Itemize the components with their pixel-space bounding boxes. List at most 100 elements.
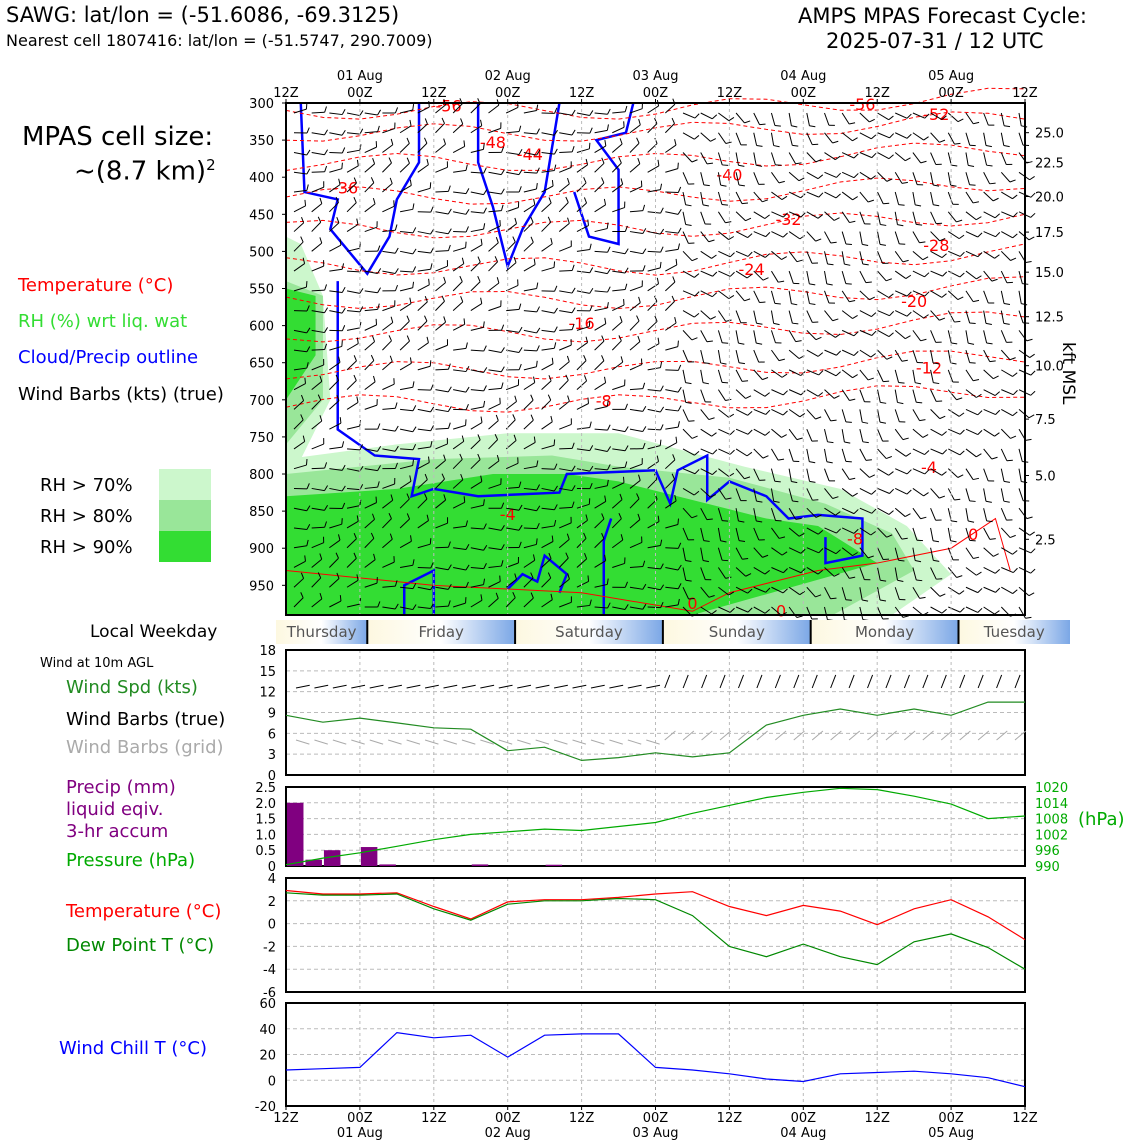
wind-barb-flag bbox=[920, 338, 927, 342]
wind-barb-flag bbox=[536, 505, 541, 512]
wind-barb bbox=[717, 369, 723, 383]
wind-barb-flag bbox=[480, 416, 483, 423]
wind-barb bbox=[541, 399, 552, 410]
wind-barb-flag bbox=[711, 610, 717, 615]
wind-barb-flag bbox=[642, 560, 646, 567]
wind-barb-flag bbox=[659, 261, 662, 268]
wind-barb-flag bbox=[1028, 236, 1035, 241]
wind-barb-flag bbox=[685, 559, 692, 563]
wind-barb-flag bbox=[547, 216, 552, 223]
wind-barb bbox=[541, 525, 555, 529]
wind-barb bbox=[647, 231, 661, 235]
wind-barb-flag bbox=[642, 603, 647, 610]
wind-barb-flag bbox=[898, 204, 905, 206]
wind-barb-flag bbox=[587, 397, 590, 404]
wind-barb-flag bbox=[459, 453, 463, 460]
wind-barb-flag bbox=[989, 182, 996, 185]
wind-barb bbox=[717, 350, 722, 364]
wind-barb-flag bbox=[657, 515, 660, 522]
wind-barb-flag bbox=[836, 172, 841, 178]
wind-barb-flag bbox=[1009, 179, 1016, 183]
wind-barb bbox=[594, 406, 608, 410]
wind-barb bbox=[541, 243, 553, 252]
wind-barb-flag bbox=[885, 278, 892, 282]
wind-barb bbox=[965, 231, 978, 238]
wind-barb bbox=[894, 329, 906, 340]
wind-barb-flag bbox=[443, 138, 446, 145]
wind-barb bbox=[735, 310, 742, 323]
wind-barb-flag bbox=[500, 382, 504, 389]
wind-barb bbox=[523, 442, 536, 450]
wind-barb-flag bbox=[317, 572, 322, 579]
wind-barb bbox=[435, 143, 446, 153]
wind-barb-flag bbox=[589, 421, 592, 428]
surface-wind-barb bbox=[424, 684, 439, 689]
wind-barb-flag bbox=[880, 579, 887, 582]
wind-barb bbox=[912, 270, 925, 278]
wind-barb-flag bbox=[835, 155, 841, 161]
wind-barb bbox=[771, 270, 779, 283]
wind-barb-flag bbox=[976, 453, 982, 458]
wind-barb-flag bbox=[377, 303, 380, 310]
wind-barb-flag bbox=[886, 534, 893, 538]
wind-barb bbox=[930, 567, 937, 580]
wind-barb bbox=[877, 606, 884, 620]
wind-barb bbox=[983, 250, 995, 259]
rh90-swatch bbox=[159, 531, 211, 562]
wind-barb bbox=[293, 108, 307, 114]
wind-barb-flag bbox=[324, 129, 329, 136]
wind-barb-flag bbox=[782, 390, 788, 396]
wind-barb-flag bbox=[428, 101, 430, 108]
wind-barb bbox=[824, 349, 837, 356]
wind-barb-flag bbox=[447, 564, 452, 570]
wind-barb bbox=[877, 507, 890, 515]
wind-barb-flag bbox=[725, 497, 732, 500]
wind-barb-flag bbox=[536, 306, 540, 313]
wind-barb bbox=[541, 266, 555, 272]
wind-barb-flag bbox=[827, 263, 834, 266]
wind-barb-flag bbox=[372, 513, 375, 520]
wind-barb-flag bbox=[870, 353, 876, 358]
wind-barb bbox=[965, 369, 974, 382]
wind-barb bbox=[859, 171, 872, 180]
wind-barb-flag bbox=[957, 118, 964, 123]
wind-barb bbox=[611, 321, 623, 331]
wind-barb-flag bbox=[675, 258, 678, 266]
wind-barb bbox=[576, 403, 589, 410]
precip-label-3: 3-hr accum bbox=[66, 821, 169, 842]
wind-barb-flag bbox=[536, 327, 541, 334]
wind-barb-flag bbox=[642, 442, 646, 449]
wind-barb bbox=[311, 242, 323, 252]
wind-barb bbox=[612, 207, 625, 213]
wind-barb bbox=[488, 242, 499, 252]
wind-barb-flag bbox=[972, 201, 980, 204]
wind-barb bbox=[382, 448, 396, 452]
wind-barb-flag bbox=[677, 340, 679, 347]
rh90-region bbox=[286, 288, 878, 615]
rh70-swatch bbox=[159, 469, 211, 500]
wind-barb-flag bbox=[677, 583, 682, 589]
wind-barb bbox=[947, 211, 957, 223]
surface-wind-barb bbox=[517, 684, 532, 689]
wind-barb-flag bbox=[781, 434, 787, 438]
wind-barb bbox=[523, 577, 534, 588]
wind-barb bbox=[930, 290, 943, 298]
wind-barb bbox=[346, 343, 359, 351]
wind-barb bbox=[700, 330, 708, 343]
legend-rh: RH (%) wrt liq. wat bbox=[18, 311, 188, 332]
wind-barb bbox=[293, 152, 307, 156]
grid-wind-barb bbox=[867, 730, 879, 741]
wind-barb bbox=[435, 250, 449, 252]
wind-barb bbox=[505, 597, 516, 608]
wind-barb-flag bbox=[536, 523, 540, 529]
wind-barb-flag bbox=[500, 347, 505, 353]
wind-barb bbox=[735, 132, 742, 146]
wind-barb bbox=[506, 527, 520, 531]
wind-barb-flag bbox=[480, 238, 483, 245]
temperature-contour-label: -52 bbox=[923, 105, 949, 124]
wind-barb-flag bbox=[941, 115, 947, 120]
wind-barb-flag bbox=[924, 291, 930, 297]
wind-barb-flag bbox=[465, 342, 468, 349]
wind-barb bbox=[682, 369, 687, 383]
wind-barb-flag bbox=[756, 342, 763, 345]
